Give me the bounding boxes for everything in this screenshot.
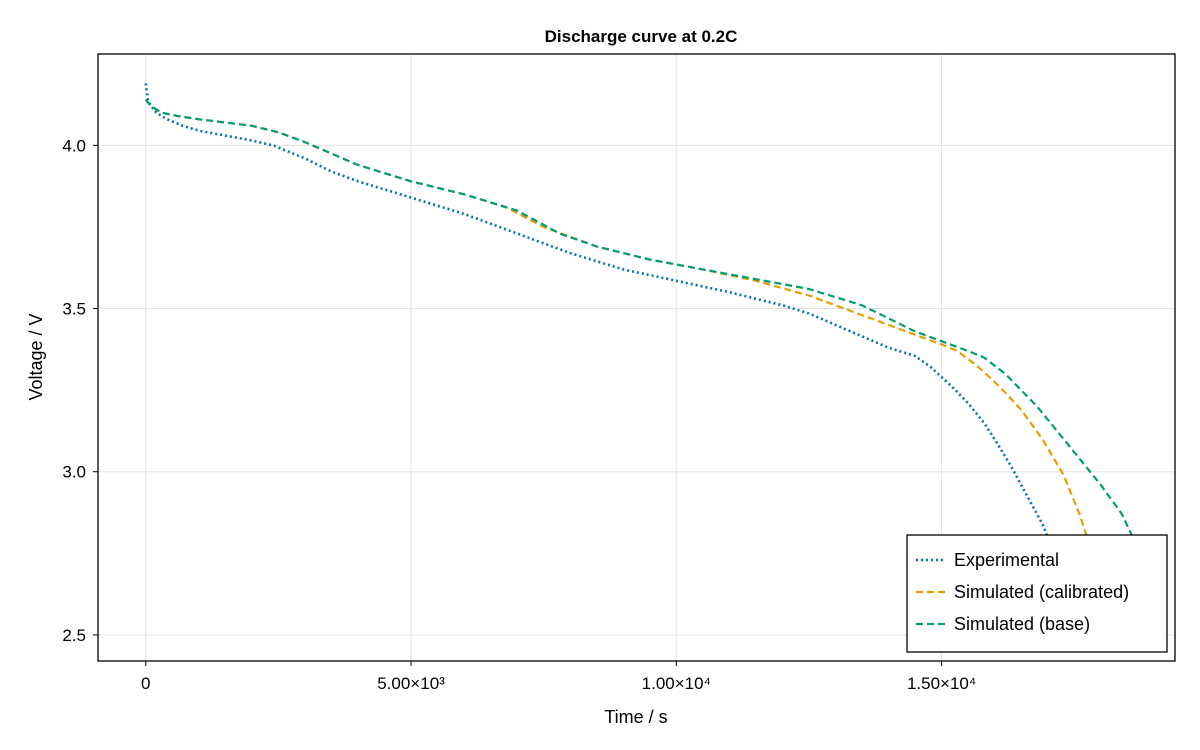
y-tick-label: 3.0 [62, 463, 86, 482]
y-axis-label: Voltage / V [26, 313, 46, 400]
y-tick-label: 3.5 [62, 300, 86, 319]
x-tick-label: 5.00×10³ [377, 674, 445, 693]
legend-label-2: Simulated (calibrated) [954, 582, 1129, 602]
legend-label-1: Experimental [954, 550, 1059, 570]
legend-label-3: Simulated (base) [954, 614, 1090, 634]
series-line-3 [144, 98, 1134, 538]
x-tick-label: 0 [141, 674, 150, 693]
chart-title: Discharge curve at 0.2C [545, 27, 738, 46]
series-line-1 [144, 83, 1055, 551]
y-tick-label: 2.5 [62, 626, 86, 645]
x-tick-label: 1.00×10⁴ [642, 674, 711, 693]
tick-labels: 0 5.00×10³ 1.00×10⁴ 1.50×10⁴ 2.5 3.0 3.5 4.0 [62, 136, 976, 693]
x-tick-label: 1.50×10⁴ [907, 674, 976, 693]
legend-box [906, 534, 1168, 653]
series-line-2 [144, 98, 1092, 548]
x-axis-label: Time / s [604, 707, 667, 727]
y-tick-label: 4.0 [62, 136, 86, 155]
grid [98, 54, 1175, 661]
plot-series [144, 83, 1134, 551]
legend: Experimental Simulated (calibrated) Simula… [906, 534, 1168, 653]
plot-frame [97, 53, 1176, 662]
